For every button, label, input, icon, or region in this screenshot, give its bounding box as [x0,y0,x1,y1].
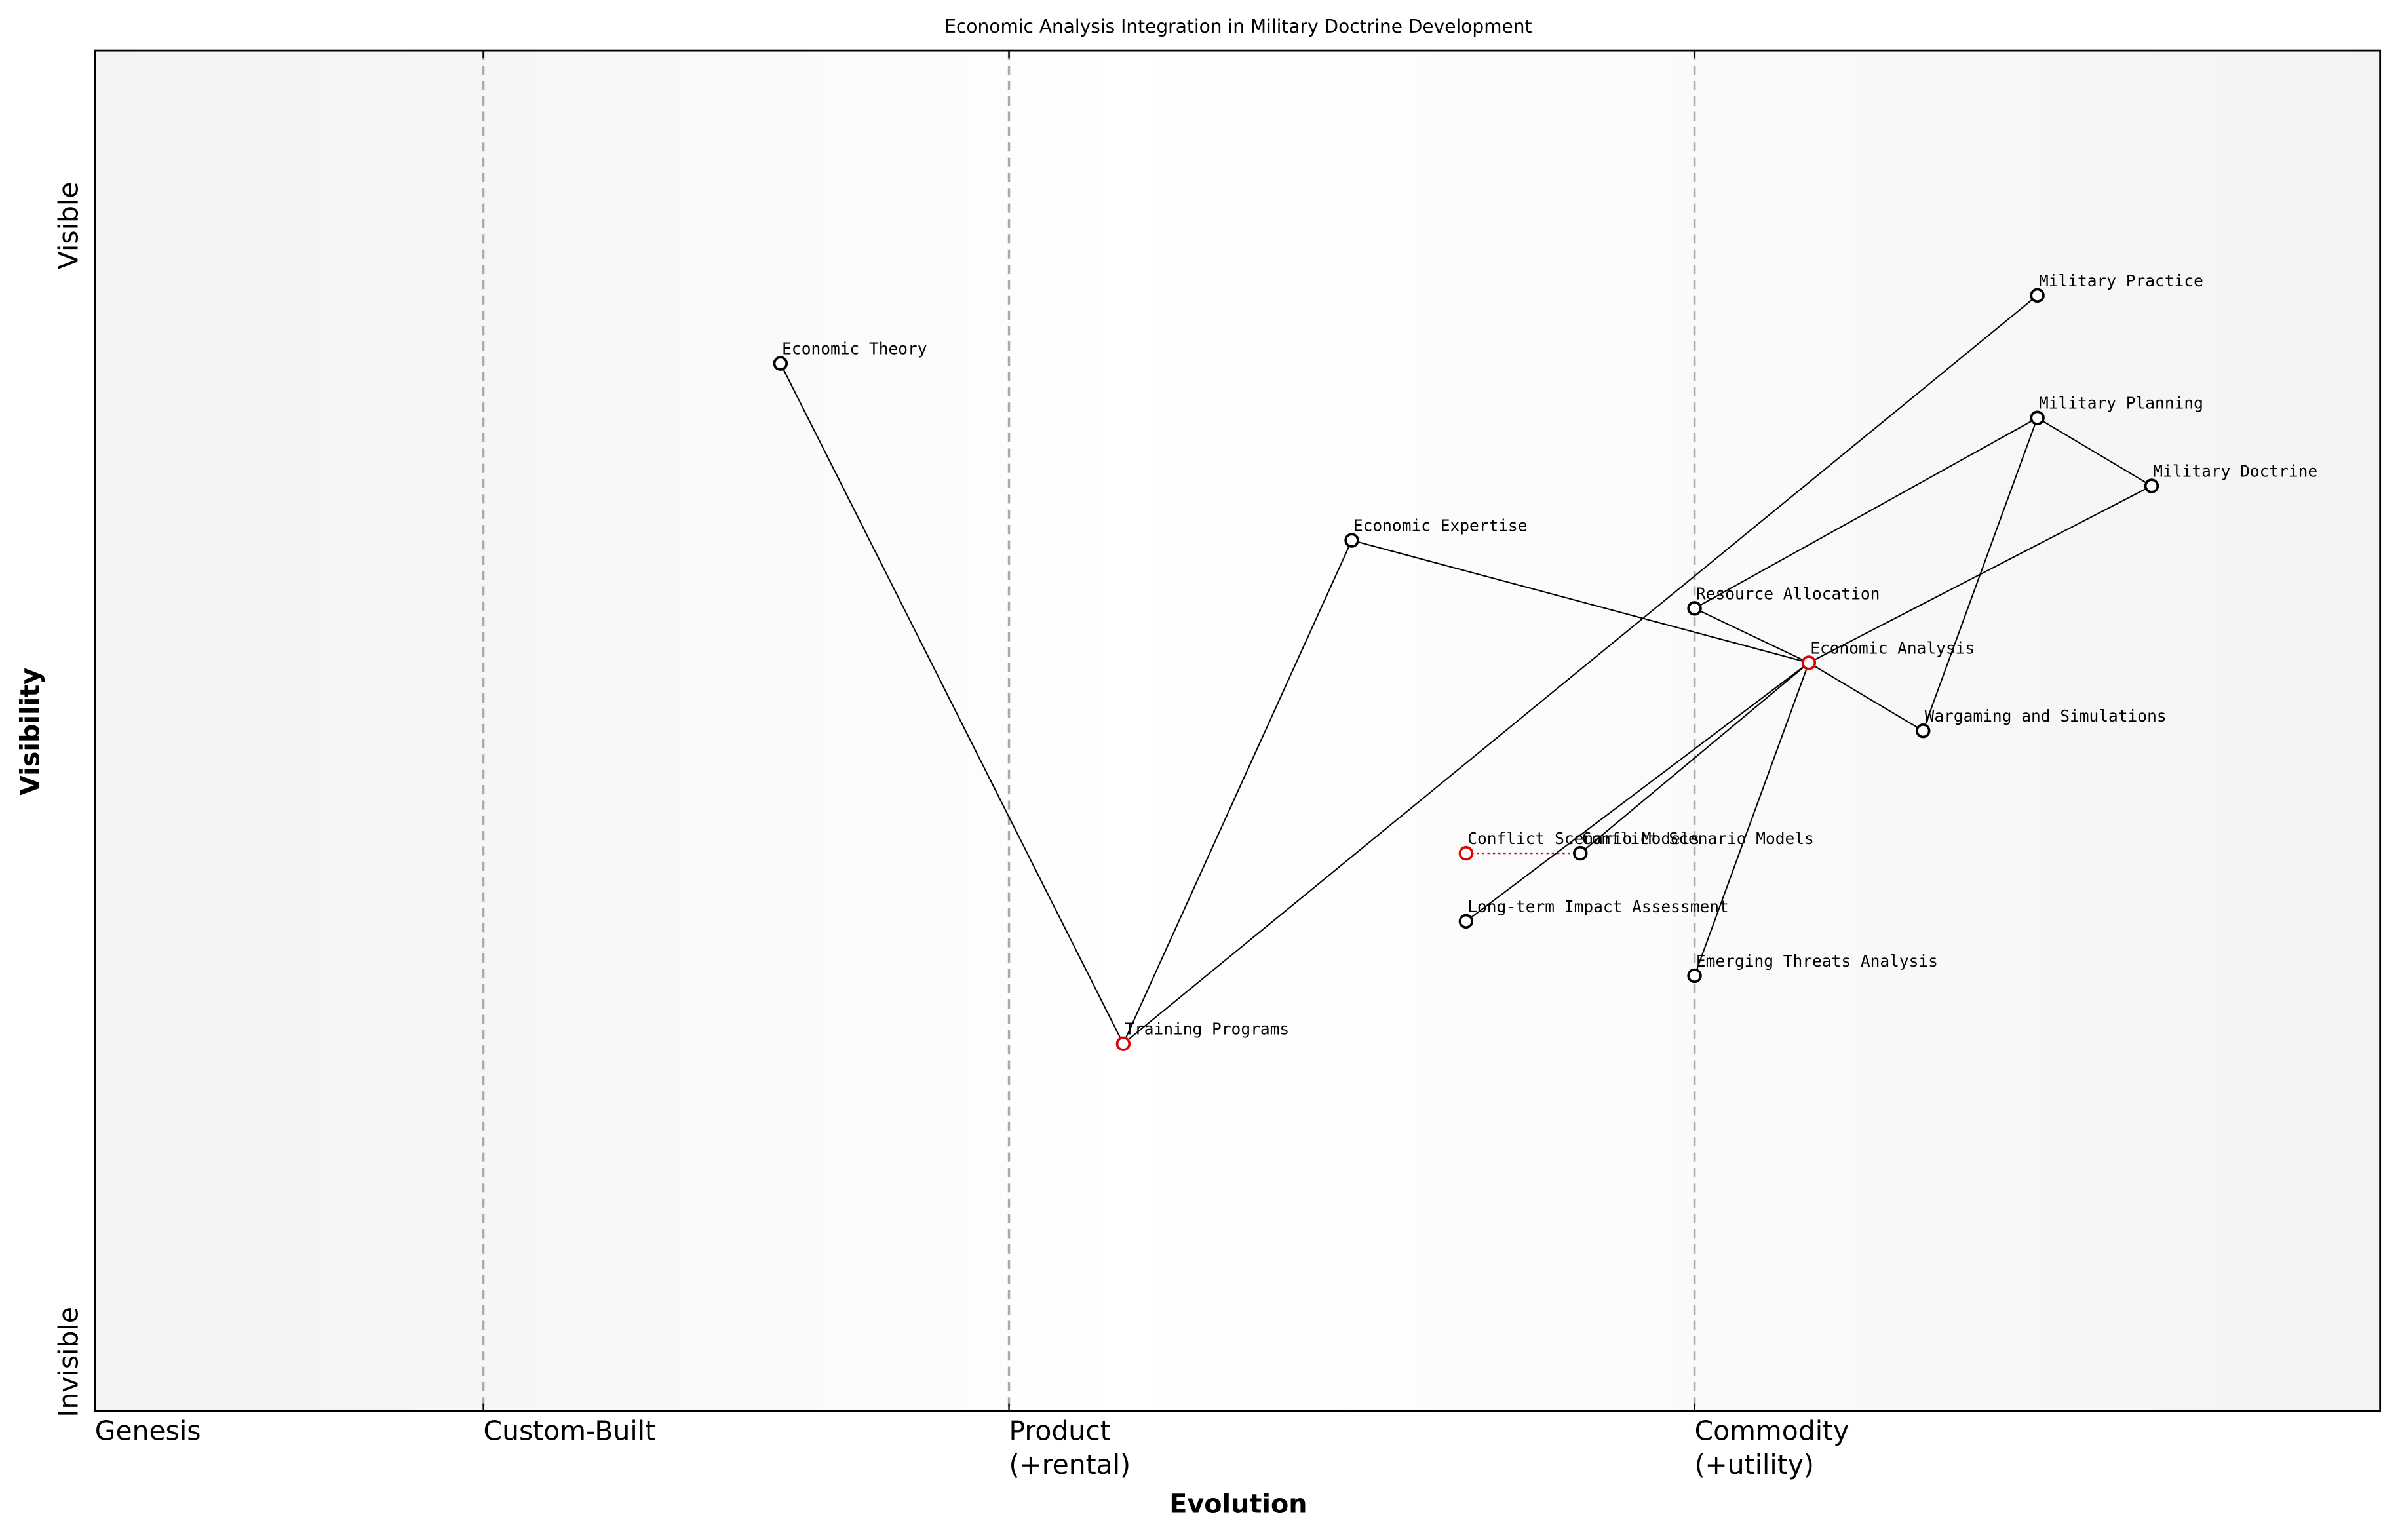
dependency-link [1465,662,1810,922]
component-label: Resource Allocation [1696,584,1880,603]
x-tick-label-box: Genesis [94,1417,201,1448]
dependency-link [1694,663,1810,976]
component-label: Economic Expertise [1353,516,1528,535]
component-node [2030,288,2045,303]
component-label: Military Planning [2039,394,2203,413]
dependency-link [1694,417,2038,609]
component-node [1115,1036,1131,1051]
component-node [1916,723,1931,739]
component-node [1687,968,1702,984]
component-node [2144,478,2159,493]
component-label: Economic Theory [782,339,927,358]
plot-background [94,50,2380,1412]
component-node [1687,601,1702,616]
component-node [1458,914,1474,929]
x-axis-title: Evolution [1169,1490,1307,1520]
plot-layer: Economic Theory Military Practice Military… [482,50,2317,1412]
component-label: Long-term Impact Assessment [1467,897,1729,916]
dependency-link [1808,662,1924,732]
component-label: Conflict Scenario Models [1582,829,1814,848]
x-tick-label-box: Product (+rental) [1009,1417,1131,1482]
x-tick-label: Custom-Built [483,1417,656,1448]
component-node [1344,533,1359,548]
component-label: Emerging Threats Analysis [1696,952,1938,971]
component-label: Training Programs [1125,1020,1289,1039]
x-tick-label: Genesis [94,1417,201,1448]
component-label: Military Doctrine [2153,461,2317,480]
dependency-link [1694,607,1810,664]
y-bottom-label: Invisible [52,1307,84,1417]
x-tick-label: Commodity (+utility) [1694,1417,1849,1482]
dependency-link [1123,295,2038,1045]
dependency-link [2037,417,2152,487]
y-axis-title: Visibility [16,668,46,796]
component-node [2030,410,2045,425]
component-label: Conflict Scenario Models [1467,829,1699,848]
component-node [1458,845,1474,861]
x-tick-label: Product (+rental) [1009,1417,1131,1482]
plot-frame [94,49,2382,1412]
dependency-link [1351,539,1810,664]
component-node [1801,655,1817,670]
y-top-label: Visible [52,182,84,269]
component-label: Military Practice [2039,271,2203,290]
chart-title: Economic Analysis Integration in Militar… [944,16,1532,37]
dependency-link [1808,485,2152,664]
dependency-link [779,363,1124,1045]
component-label: Wargaming and Simulations [1925,706,2167,725]
component-node [1573,845,1588,861]
x-tick-label-box: Custom-Built [483,1417,656,1448]
component-node [773,356,788,371]
component-label: Economic Analysis [1810,638,1975,657]
x-tick-label-box: Commodity (+utility) [1694,1417,1849,1482]
dependency-link [1579,662,1810,854]
dependency-link [1122,540,1353,1045]
